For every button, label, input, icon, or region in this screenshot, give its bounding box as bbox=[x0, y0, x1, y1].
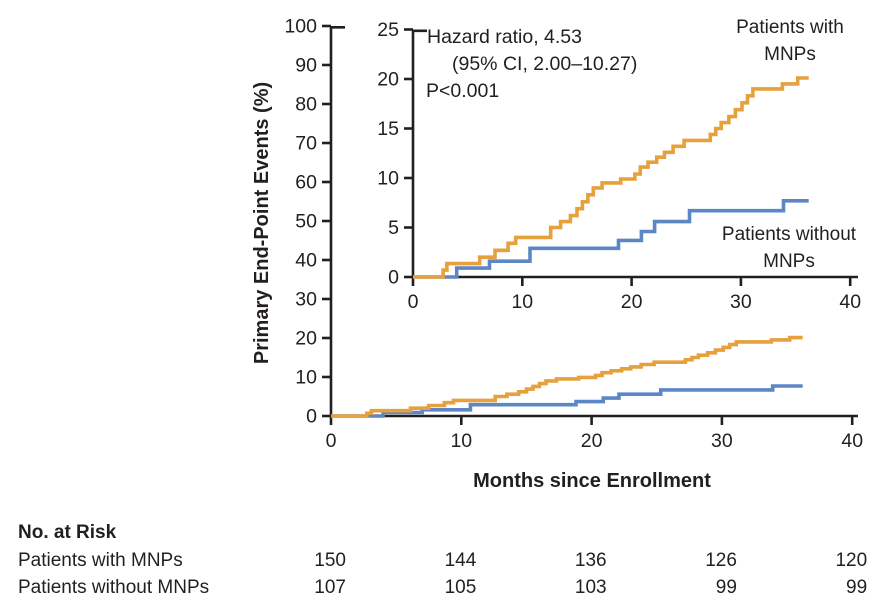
main-y-tick-label-40: 40 bbox=[295, 250, 317, 272]
risk-row-label-with-mnps: Patients with MNPs bbox=[18, 550, 183, 571]
inset-curve-without-mnps bbox=[413, 199, 809, 279]
hazard-ratio-annotation-line2: (95% CI, 2.00–10.27) bbox=[452, 53, 638, 75]
p-value-annotation: P<0.001 bbox=[426, 80, 500, 102]
risk-table-title: No. at Risk bbox=[18, 522, 117, 543]
risk-count-row0-t0: 150 bbox=[314, 550, 346, 571]
main-curve-without-mnps bbox=[331, 384, 803, 418]
series-label-without-mnps-line2: MNPs bbox=[763, 251, 815, 272]
inset-y-tick-label-10: 10 bbox=[377, 168, 399, 190]
series-label-without-mnps: Patients without MNPs bbox=[679, 221, 882, 275]
main-curve-with-mnps bbox=[331, 335, 803, 418]
main-x-tick-label-40: 40 bbox=[841, 430, 863, 452]
inset-y-tick-label-0: 0 bbox=[388, 267, 399, 289]
risk-count-row1-t10: 105 bbox=[444, 577, 477, 598]
main-y-tick-label-70: 70 bbox=[295, 133, 317, 155]
series-label-with-mnps: Patients with MNPs bbox=[690, 14, 882, 68]
inset-y-tick-label-25: 25 bbox=[377, 19, 399, 41]
x-axis-title: Months since Enrollment bbox=[473, 470, 711, 492]
inset-x-tick-label-20: 20 bbox=[621, 291, 643, 313]
main-y-tick-label-20: 20 bbox=[295, 328, 317, 350]
main-y-tick-label-60: 60 bbox=[295, 172, 317, 194]
series-label-with-mnps-line2: MNPs bbox=[764, 44, 816, 65]
risk-count-row0-t40: 120 bbox=[835, 550, 868, 571]
inset-axes bbox=[411, 29, 858, 279]
main-x-tick-label-20: 20 bbox=[581, 430, 603, 452]
hazard-ratio-annotation-line1: Hazard ratio, 4.53 bbox=[427, 26, 583, 48]
risk-count-row1-t40: 99 bbox=[846, 577, 868, 598]
main-y-tick-label-80: 80 bbox=[295, 94, 317, 116]
inset-x-tick-label-0: 0 bbox=[408, 291, 419, 313]
main-y-tick-label-90: 90 bbox=[295, 55, 317, 77]
risk-count-row1-t0: 107 bbox=[314, 577, 346, 598]
main-y-tick-label-30: 30 bbox=[295, 289, 317, 311]
main-x-tick-label-30: 30 bbox=[711, 430, 733, 452]
risk-count-row0-t30: 126 bbox=[705, 550, 737, 571]
inset-y-tick-label-20: 20 bbox=[377, 69, 399, 91]
inset-x-tick-label-30: 30 bbox=[730, 291, 752, 313]
main-y-tick-label-50: 50 bbox=[295, 211, 317, 233]
series-label-without-mnps-line1: Patients without bbox=[721, 224, 857, 245]
main-x-tick-label-10: 10 bbox=[450, 430, 472, 452]
risk-count-row0-t10: 144 bbox=[444, 550, 477, 571]
risk-count-row1-t30: 99 bbox=[715, 577, 737, 598]
main-y-tick-label-0: 0 bbox=[306, 406, 317, 428]
inset-y-tick-label-5: 5 bbox=[388, 217, 399, 239]
risk-row-label-without-mnps: Patients without MNPs bbox=[18, 577, 210, 598]
inset-x-tick-label-40: 40 bbox=[839, 291, 861, 313]
inset-curve-with-mnps bbox=[413, 76, 809, 279]
main-x-tick-label-0: 0 bbox=[326, 430, 337, 452]
main-y-tick-label-100: 100 bbox=[284, 16, 317, 38]
series-label-with-mnps-line1: Patients with bbox=[736, 17, 844, 38]
risk-count-row0-t20: 136 bbox=[574, 550, 607, 571]
main-y-tick-label-10: 10 bbox=[295, 367, 317, 389]
y-axis-title: Primary End-Point Events (%) bbox=[251, 81, 273, 365]
risk-count-row1-t20: 103 bbox=[574, 577, 607, 598]
inset-x-tick-label-10: 10 bbox=[511, 291, 533, 313]
inset-y-tick-label-15: 15 bbox=[377, 118, 399, 140]
